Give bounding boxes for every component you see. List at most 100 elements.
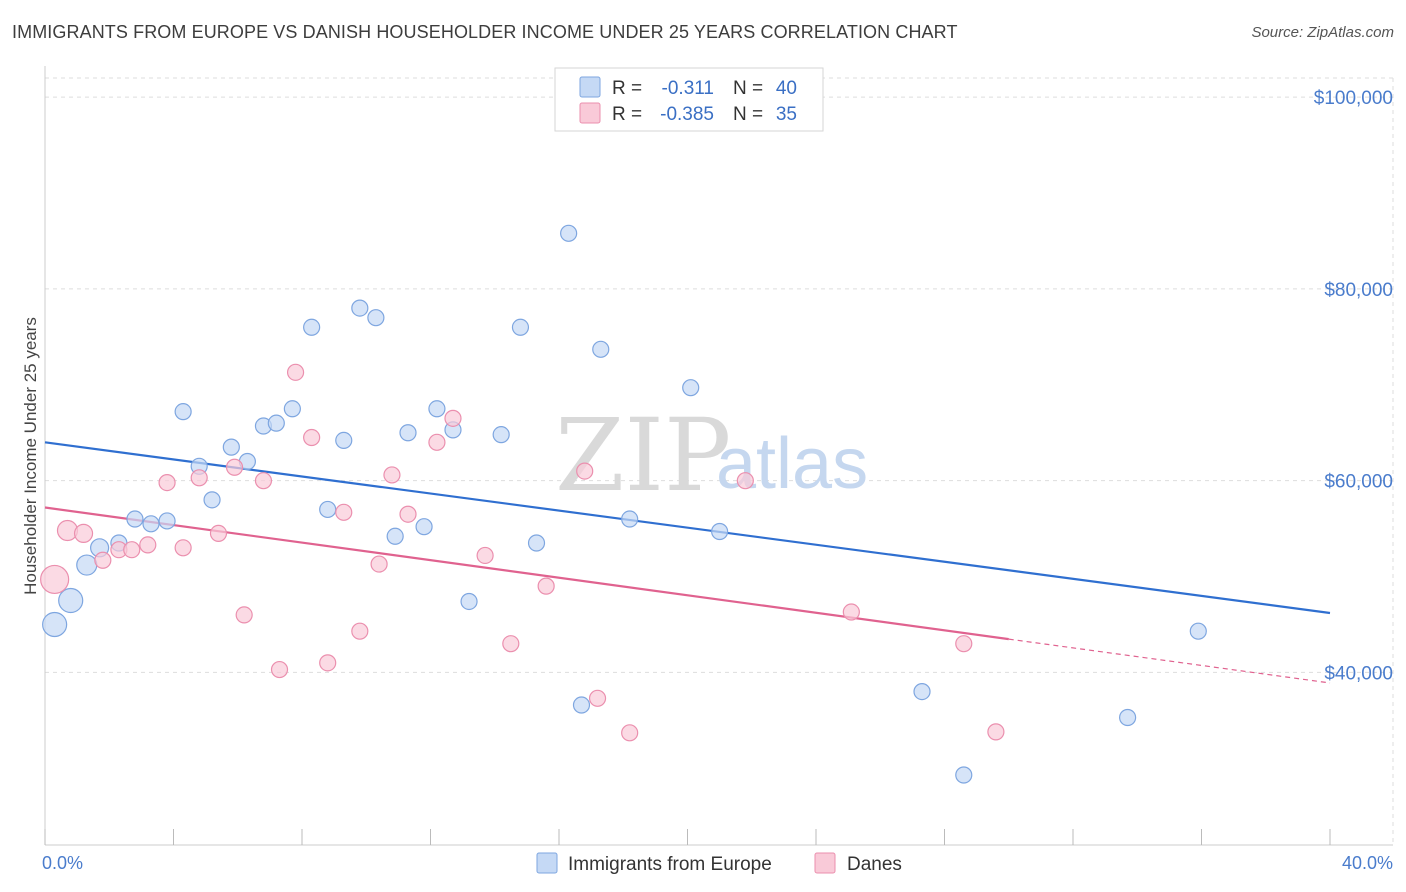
pink-point-26 (502, 635, 520, 653)
blue-point-5 (126, 510, 144, 528)
x-tick-min: 0.0% (42, 853, 83, 873)
pink-point-2 (73, 523, 94, 544)
pink-point-20 (370, 555, 388, 573)
pink-point-25 (476, 546, 494, 565)
pink-point-15 (286, 363, 305, 381)
pink-point-30 (621, 724, 639, 742)
pink-point-28 (576, 462, 594, 480)
pink-point-13 (254, 472, 273, 490)
chart-title: IMMIGRANTS FROM EUROPE VS DANISH HOUSEHO… (12, 22, 958, 42)
source-credit: Source: ZipAtlas.com (1251, 24, 1394, 41)
blue-point-6 (142, 515, 160, 533)
pink-point-8 (174, 539, 192, 557)
blue-point-29 (527, 534, 546, 552)
blue-point-21 (386, 527, 404, 545)
blue-point-37 (955, 766, 973, 784)
blue-point-27 (492, 426, 510, 444)
pink-point-11 (225, 458, 244, 476)
blue-point-22 (399, 424, 417, 442)
pink-point-12 (235, 606, 253, 624)
legend-r-label-pink: R = (612, 104, 642, 125)
blue-point-20 (367, 309, 385, 327)
blue-point-26 (460, 592, 478, 611)
blue-point-1 (58, 587, 84, 614)
watermark: ZIP atlas (555, 397, 868, 514)
legend-r-value-blue: -0.311 (662, 78, 714, 99)
pink-point-17 (319, 654, 337, 672)
blue-point-8 (174, 403, 192, 421)
blue-point-33 (621, 510, 639, 528)
blue-point-7 (158, 512, 176, 530)
blue-point-0 (42, 611, 68, 638)
blue-point-23 (415, 518, 433, 536)
blue-point-2 (76, 554, 98, 576)
legend-n-label-pink: N = (733, 104, 763, 125)
blue-point-16 (303, 318, 321, 336)
x-tick-max: 40.0% (1342, 853, 1393, 873)
correlation-legend: R = -0.311 N = 40 R = -0.385 N = 35 (554, 67, 824, 132)
blue-point-35 (711, 522, 729, 541)
y-tick-label-1: $60,000 (1324, 472, 1393, 493)
pink-point-27 (537, 577, 555, 595)
blue-point-19 (351, 299, 369, 317)
pink-point-16 (303, 428, 321, 447)
pink-point-5 (123, 541, 141, 559)
pink-point-18 (335, 503, 353, 521)
pink-point-23 (428, 433, 446, 451)
series-legend-label-pink: Danes (847, 854, 902, 875)
pink-point-6 (139, 536, 157, 554)
pink-point-22 (399, 505, 417, 523)
series-legend: Immigrants from Europe Danes (536, 852, 902, 875)
y-tick-label-0: $40,000 (1324, 663, 1393, 684)
watermark-atlas: atlas (716, 424, 868, 504)
pink-point-31 (736, 472, 754, 490)
pink-point-3 (94, 551, 112, 569)
series-legend-swatch-blue (536, 852, 558, 874)
pink-point-9 (190, 469, 208, 487)
blue-point-28 (511, 318, 530, 336)
y-tick-labels: $40,000 $60,000 $80,000 $100,000 (1314, 88, 1393, 684)
blue-point-30 (560, 224, 578, 242)
legend-r-value-pink: -0.385 (660, 104, 714, 125)
pink-trend-extension (1008, 638, 1331, 684)
pink-point-10 (209, 524, 228, 543)
blue-point-31 (572, 696, 591, 714)
watermark-zip: ZIP (555, 397, 731, 514)
blue-point-32 (592, 340, 610, 358)
y-tick-label-3: $100,000 (1314, 88, 1393, 109)
legend-swatch-blue (579, 76, 601, 98)
blue-point-15 (283, 400, 301, 418)
pink-point-24 (444, 409, 462, 427)
data-points (40, 224, 1207, 784)
blue-point-34 (682, 379, 700, 397)
pink-point-33 (955, 635, 973, 653)
legend-n-label-blue: N = (733, 78, 763, 99)
y-tick-label-2: $80,000 (1324, 280, 1393, 301)
pink-point-32 (842, 603, 860, 621)
series-legend-swatch-pink (814, 852, 836, 874)
legend-swatch-pink (579, 102, 601, 124)
legend-n-value-blue: 40 (776, 78, 797, 99)
axes (44, 66, 1393, 846)
blue-point-14 (267, 414, 285, 432)
legend-n-value-pink: 35 (776, 104, 797, 125)
pink-point-29 (588, 689, 607, 707)
pink-point-7 (158, 473, 176, 492)
pink-point-34 (987, 723, 1005, 741)
y-axis-label: Householder Income Under 25 years (21, 317, 40, 595)
blue-point-38 (1119, 708, 1137, 727)
blue-point-10 (203, 491, 221, 509)
blue-point-18 (335, 431, 353, 450)
pink-point-0 (40, 564, 70, 595)
pink-point-14 (270, 660, 289, 679)
blue-point-24 (428, 400, 446, 418)
blue-point-11 (222, 438, 240, 456)
blue-point-39 (1189, 622, 1207, 640)
blue-point-17 (319, 500, 337, 519)
legend-r-label-blue: R = (612, 78, 642, 99)
series-legend-label-blue: Immigrants from Europe (568, 854, 772, 875)
blue-point-36 (913, 682, 931, 701)
pink-point-19 (351, 622, 369, 640)
pink-trend-line (44, 506, 1009, 641)
